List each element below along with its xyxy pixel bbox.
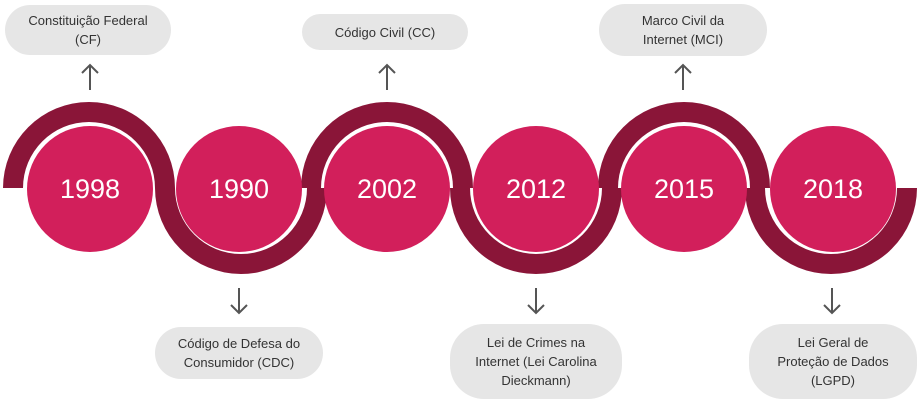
year-circle-2018: 2018 [770, 126, 896, 252]
arrow-up-icon [378, 63, 396, 90]
label-cc: Código Civil (CC) [302, 14, 468, 50]
year-circle-1990: 1990 [176, 126, 302, 252]
year-circle-2002: 2002 [324, 126, 450, 252]
year-circle-2012: 2012 [473, 126, 599, 252]
arrow-down-icon [230, 288, 248, 315]
arrow-up-icon [81, 63, 99, 90]
label-mci: Marco Civil da Internet (MCI) [599, 4, 767, 56]
year-circle-1998: 1998 [27, 126, 153, 252]
arrow-down-icon [823, 288, 841, 315]
label-lei-carolina-dieckmann: Lei de Crimes na Internet (Lei Carolina … [450, 324, 622, 399]
arrow-down-icon [527, 288, 545, 315]
label-cf: Constituição Federal (CF) [5, 5, 171, 55]
year-circle-2015: 2015 [621, 126, 747, 252]
arrow-up-icon [674, 63, 692, 90]
label-lgpd: Lei Geral de Proteção de Dados (LGPD) [749, 324, 917, 399]
label-cdc: Código de Defesa do Consumidor (CDC) [155, 327, 323, 379]
